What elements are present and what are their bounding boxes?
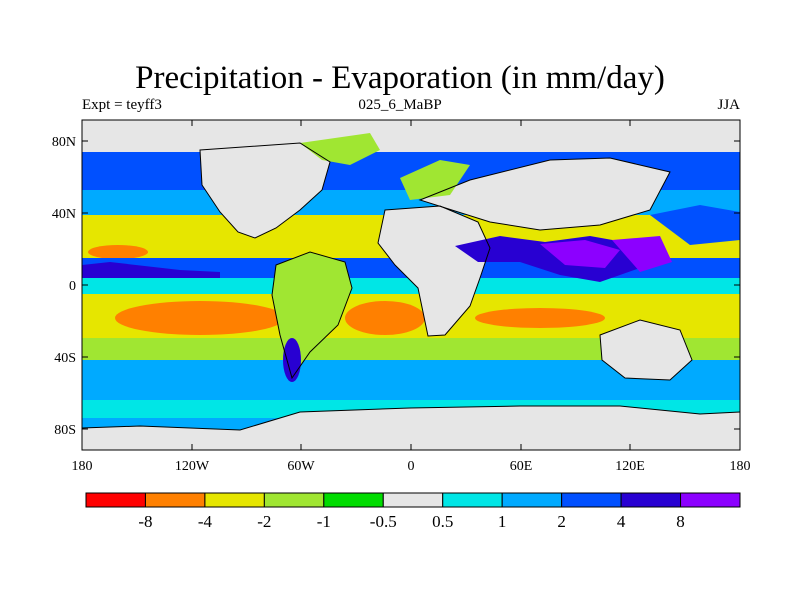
period-label: 025_6_MaBP (358, 97, 442, 113)
field-layer (82, 120, 740, 450)
north-america-outline (199, 142, 331, 239)
colorbar-box (144, 492, 206, 508)
colorbar-label: 1 (498, 512, 507, 531)
lat-label-40n: 40N (52, 207, 76, 222)
eurasia-field (420, 158, 670, 230)
lat-label-80s: 80S (54, 423, 76, 438)
lon-label-120w: 120W (175, 459, 210, 474)
africa-field (378, 206, 490, 336)
colorbar-box (501, 492, 563, 508)
greenland-field (300, 133, 380, 165)
coastlines (82, 142, 740, 431)
lat-label-40s: 40S (54, 351, 76, 366)
season-label: JJA (717, 97, 740, 113)
colorbar-label: 2 (557, 512, 566, 531)
colorbar-box (323, 492, 384, 508)
australia-outline (599, 319, 693, 381)
colorbar-label: -8 (138, 512, 152, 531)
colorbar-box (85, 492, 146, 508)
colorbar-box (561, 492, 622, 508)
colorbar-label: -0.5 (370, 512, 397, 531)
colorbar-label: 0.5 (432, 512, 453, 531)
eurasia-outline (418, 157, 671, 231)
colorbar-label: 4 (617, 512, 626, 531)
north-pacific-wet (650, 205, 740, 245)
experiment-label: Expt = teyff3 (82, 97, 162, 113)
europe-field (400, 160, 470, 200)
lon-label-60w: 60W (287, 459, 315, 474)
colorbar-label: -4 (198, 512, 213, 531)
band-equator (82, 278, 740, 294)
west-pacific-core (612, 236, 672, 272)
band-north-dry-core (88, 245, 148, 259)
colorbar-box (620, 492, 682, 508)
band-south-transition (82, 338, 740, 360)
africa-outline (377, 205, 491, 337)
colorbar-box (204, 492, 265, 508)
antarctica-field (82, 406, 740, 450)
lat-label-0: 0 (69, 279, 76, 294)
lon-ticks (81, 120, 741, 450)
antarctica-outline (82, 405, 740, 431)
colorbar-box (680, 492, 741, 508)
lon-labels: 180 120W 60W 0 60E 120E 180 (72, 459, 751, 474)
lon-label-60e: 60E (510, 459, 533, 474)
lat-labels: 80N 40N 0 40S 80S (52, 135, 76, 438)
south-pacific-dry (115, 301, 285, 335)
colorbar-box (442, 492, 503, 508)
australia-field (600, 320, 692, 380)
patagonia-wet (283, 338, 301, 382)
pacific-itcz-core (82, 262, 220, 278)
monsoon-core (540, 240, 620, 268)
indian-ocean-dry (475, 308, 605, 328)
colorbar-box (263, 492, 325, 508)
lat-label-80n: 80N (52, 135, 76, 150)
colorbar-box (382, 492, 444, 508)
lon-label-180e: 180 (730, 459, 751, 474)
lat-ticks (82, 140, 740, 430)
colorbar-label: 8 (676, 512, 685, 531)
colorbar-label: -1 (317, 512, 331, 531)
colorbar-label: -2 (257, 512, 271, 531)
lon-label-180w: 180 (72, 459, 93, 474)
north-america-field (200, 143, 330, 238)
south-america-outline (271, 251, 353, 380)
colorbar: -8 -4 -2 -1 -0.5 0.5 1 2 4 8 (85, 492, 741, 531)
lon-label-0: 0 (408, 459, 415, 474)
lon-label-120e: 120E (615, 459, 645, 474)
map-title: Precipitation - Evaporation (in mm/day) (135, 60, 665, 96)
south-atlantic-dry (345, 301, 425, 335)
